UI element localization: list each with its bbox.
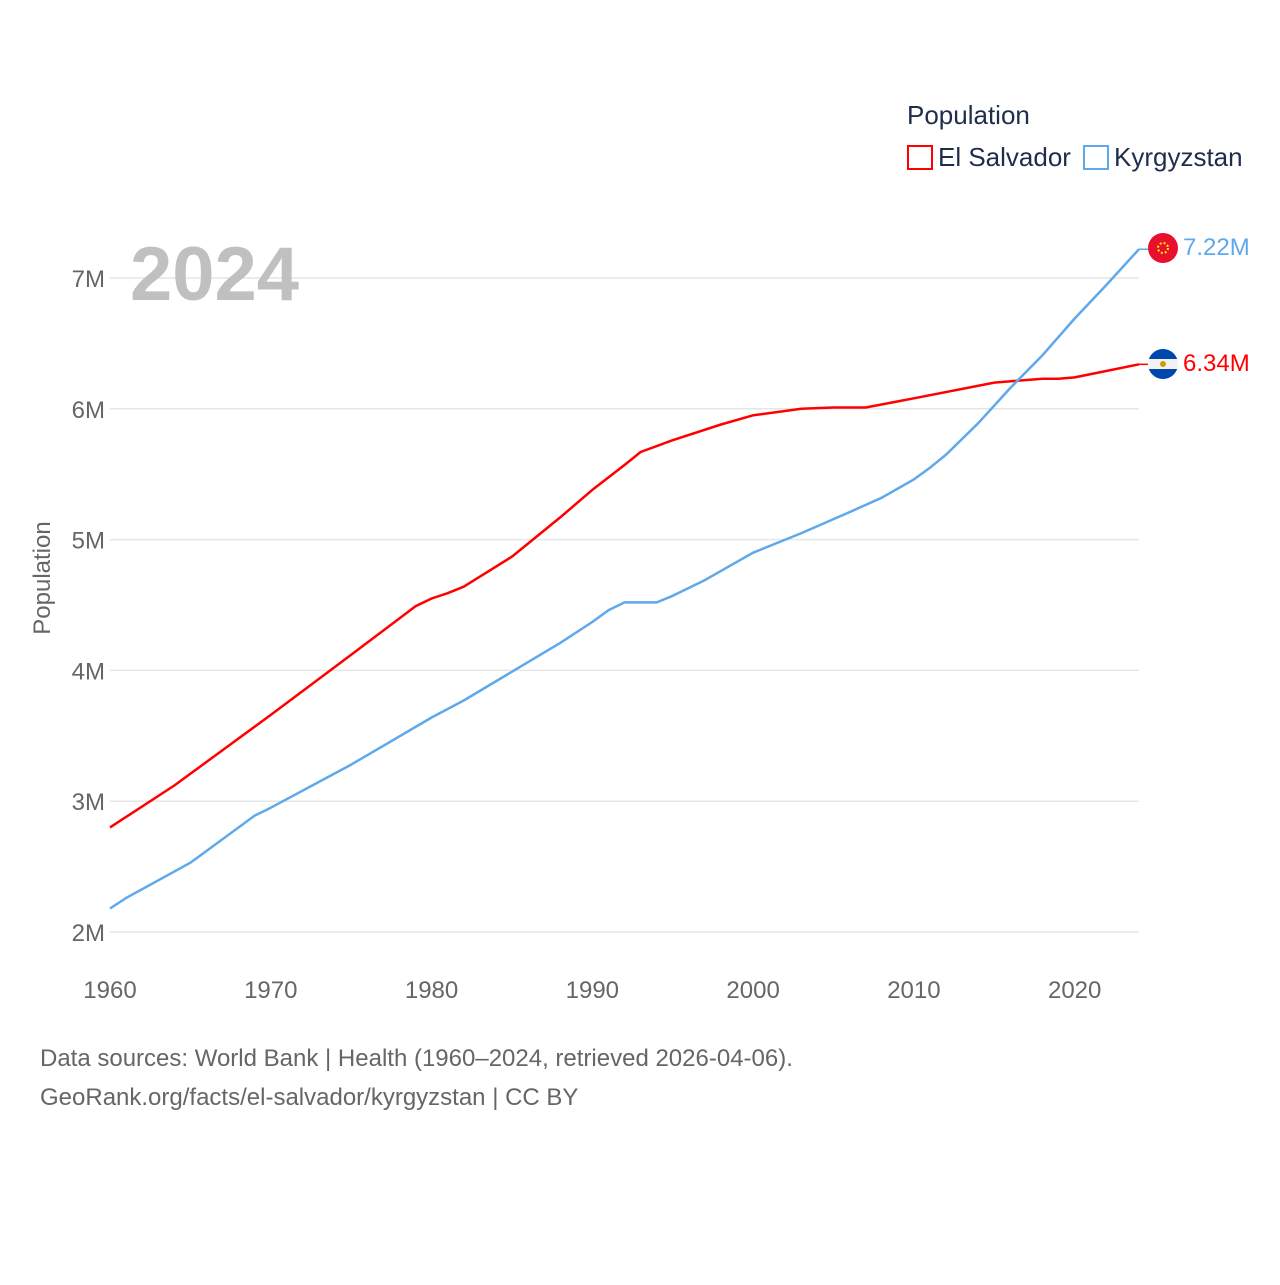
end-label-el-salvador: 6.34M [1183,350,1250,377]
series-line-kyrgyzstan [109,248,1140,910]
flag-kyrgyzstan-icon [1148,233,1178,263]
y-tick-label: 6M [72,397,105,424]
footer-sources: Data sources: World Bank | Health (1960–… [40,1045,793,1072]
y-tick-label: 4M [72,658,105,685]
x-tick-label: 2000 [726,977,779,1004]
legend-item-el-salvador[interactable]: El Salvador [907,142,1071,172]
y-tick-label: 7M [72,266,105,293]
legend-label-el-salvador: El Salvador [938,142,1071,172]
legend-label-kyrgyzstan: Kyrgyzstan [1114,142,1243,172]
y-tick-label: 3M [72,789,105,816]
legend-swatch-el-salvador [907,145,933,170]
year-watermark: 2024 [130,232,299,317]
y-axis-label: Population [29,521,56,634]
footer-attribution: GeoRank.org/facts/el-salvador/kyrgyzstan… [40,1084,579,1111]
x-tick-label: 2020 [1048,977,1101,1004]
x-tick-label: 1980 [405,977,458,1004]
end-label-kyrgyzstan: 7.22M [1183,234,1250,261]
legend-swatch-kyrgyzstan [1083,145,1109,170]
x-tick-label: 1970 [244,977,297,1004]
series-line-el-salvador [109,363,1140,829]
x-tick-label: 2010 [887,977,940,1004]
legend-item-kyrgyzstan[interactable]: Kyrgyzstan [1083,142,1243,172]
x-tick-label: 1990 [566,977,619,1004]
y-tick-label: 2M [72,920,105,947]
flag-el-salvador-icon [1148,349,1178,379]
legend-title: Population [907,100,1030,130]
y-tick-label: 5M [72,528,105,555]
x-tick-label: 1960 [83,977,136,1004]
